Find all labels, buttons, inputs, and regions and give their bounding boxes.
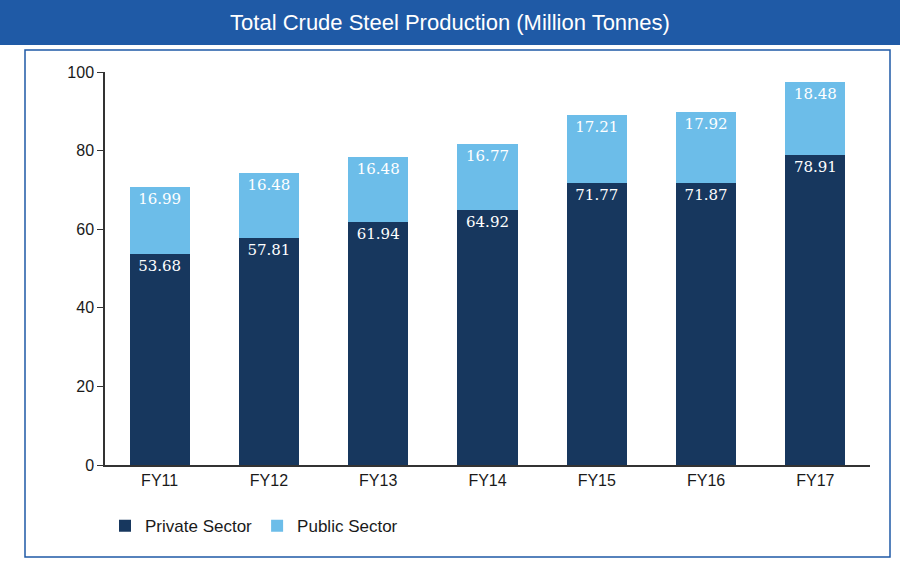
svg-text:64.92: 64.92 [466, 213, 509, 231]
svg-text:17.92: 17.92 [685, 115, 728, 133]
svg-text:80: 80 [76, 142, 94, 159]
svg-text:FY17: FY17 [796, 472, 834, 489]
svg-text:FY16: FY16 [687, 472, 725, 489]
svg-text:FY14: FY14 [468, 472, 506, 489]
svg-text:17.21: 17.21 [575, 118, 618, 136]
svg-text:16.48: 16.48 [247, 176, 290, 194]
svg-text:16.77: 16.77 [466, 147, 509, 165]
svg-text:60: 60 [76, 221, 94, 238]
svg-text:71.77: 71.77 [575, 186, 618, 204]
svg-text:18.48: 18.48 [794, 85, 837, 103]
svg-text:78.91: 78.91 [794, 158, 837, 176]
svg-text:FY15: FY15 [578, 472, 616, 489]
svg-text:Total Crude Steel Production (: Total Crude Steel Production (Million To… [230, 10, 670, 35]
svg-text:Public Sector: Public Sector [297, 517, 397, 536]
svg-text:16.99: 16.99 [138, 190, 181, 208]
svg-text:0: 0 [85, 457, 94, 474]
svg-text:FY11: FY11 [141, 472, 178, 489]
svg-text:FY12: FY12 [250, 472, 288, 489]
svg-text:71.87: 71.87 [685, 186, 728, 204]
svg-text:Private Sector: Private Sector [145, 517, 252, 536]
svg-text:57.81: 57.81 [247, 241, 290, 259]
svg-text:61.94: 61.94 [357, 225, 400, 243]
svg-text:100: 100 [67, 64, 94, 81]
svg-text:53.68: 53.68 [138, 257, 181, 275]
svg-text:FY13: FY13 [359, 472, 397, 489]
svg-text:20: 20 [76, 378, 94, 395]
svg-text:16.48: 16.48 [357, 160, 400, 178]
svg-text:40: 40 [76, 299, 94, 316]
